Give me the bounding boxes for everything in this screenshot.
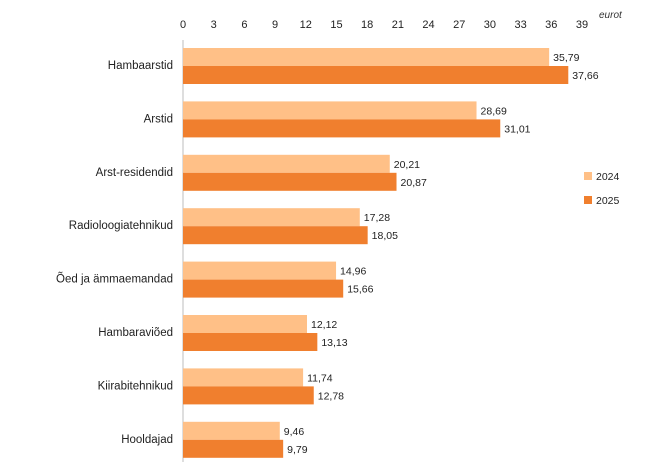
data-label: 9,46 bbox=[284, 426, 305, 438]
bar-2025 bbox=[183, 439, 284, 458]
data-label: 9,79 bbox=[287, 444, 308, 456]
data-label: 14,96 bbox=[340, 266, 366, 278]
bar-2024 bbox=[183, 208, 360, 227]
x-tick-label: 39 bbox=[576, 19, 588, 31]
bar-2025 bbox=[183, 119, 501, 138]
x-axis-ticks: 0 3 6 9 12 15 18 21 24 27 30 33 36 39 bbox=[180, 19, 588, 31]
bar-2024 bbox=[183, 101, 477, 120]
category-label: Hooldajad bbox=[121, 434, 173, 446]
bar-2024 bbox=[183, 368, 304, 387]
data-labels: 35,79 37,66 28,69 31,01 20,21 20,87 17,28 18,05… bbox=[284, 52, 599, 456]
x-tick-label: 27 bbox=[453, 19, 465, 31]
x-tick-label: 18 bbox=[361, 19, 373, 31]
unit-label: eurot bbox=[599, 10, 623, 21]
bar-2025 bbox=[183, 172, 397, 191]
bar-2024 bbox=[183, 261, 337, 280]
data-label: 12,12 bbox=[311, 319, 337, 331]
data-label: 37,66 bbox=[572, 70, 598, 82]
data-label: 13,13 bbox=[321, 337, 347, 349]
bar-2025 bbox=[183, 279, 344, 298]
x-tick-label: 24 bbox=[422, 19, 434, 31]
bar-2025 bbox=[183, 386, 314, 405]
x-tick-label: 6 bbox=[241, 19, 247, 31]
data-label: 15,66 bbox=[347, 284, 373, 296]
data-label: 20,87 bbox=[401, 177, 427, 189]
category-label: Hambaarstid bbox=[108, 60, 173, 72]
bar-2025 bbox=[183, 333, 318, 351]
legend-label: 2025 bbox=[596, 195, 620, 207]
data-label: 31,01 bbox=[504, 123, 530, 135]
bar-2024 bbox=[183, 315, 307, 333]
x-tick-label: 15 bbox=[330, 19, 342, 31]
bar-2024 bbox=[183, 154, 390, 173]
bar-2025 bbox=[183, 66, 569, 84]
x-tick-label: 21 bbox=[392, 19, 404, 31]
category-labels: Hambaarstid Arstid Arst-residendid Radioloo… bbox=[56, 60, 173, 446]
bars bbox=[183, 48, 569, 458]
category-label: Kiirabitehnikud bbox=[98, 380, 173, 392]
legend-swatch bbox=[584, 172, 592, 180]
bar-2025 bbox=[183, 226, 368, 245]
category-label: Arstid bbox=[144, 113, 173, 125]
data-label: 12,78 bbox=[318, 390, 344, 402]
bar-2024 bbox=[183, 48, 550, 66]
data-label: 28,69 bbox=[481, 105, 507, 117]
data-label: 11,74 bbox=[307, 372, 333, 384]
legend-label: 2024 bbox=[596, 171, 620, 183]
x-tick-label: 33 bbox=[514, 19, 526, 31]
category-label: Arst-residendid bbox=[96, 167, 173, 179]
x-tick-label: 30 bbox=[484, 19, 496, 31]
category-label: Õed ja ämmaemandad bbox=[56, 273, 173, 286]
data-label: 35,79 bbox=[553, 52, 579, 64]
x-tick-label: 0 bbox=[180, 19, 186, 31]
x-tick-label: 36 bbox=[545, 19, 557, 31]
x-tick-label: 3 bbox=[211, 19, 217, 31]
legend-swatch bbox=[584, 196, 592, 204]
x-tick-label: 9 bbox=[272, 19, 278, 31]
data-label: 20,21 bbox=[394, 159, 420, 171]
data-label: 17,28 bbox=[364, 212, 390, 224]
x-tick-label: 12 bbox=[300, 19, 312, 31]
category-label: Radioloogiatehnikud bbox=[69, 220, 173, 232]
bar-2024 bbox=[183, 421, 280, 440]
category-label: Hambaraviõed bbox=[98, 327, 173, 339]
legend: 2024 2025 bbox=[584, 171, 620, 207]
data-label: 18,05 bbox=[372, 230, 398, 242]
